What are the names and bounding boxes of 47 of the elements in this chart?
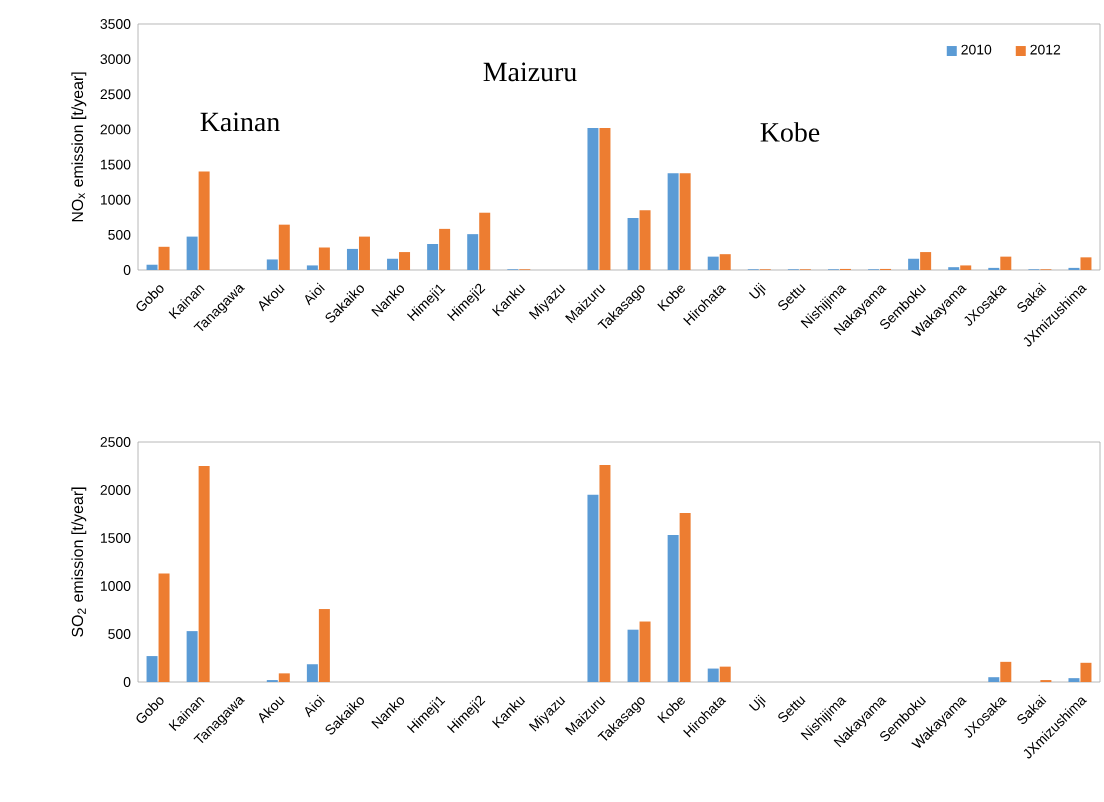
bar xyxy=(679,513,691,682)
bar xyxy=(627,217,639,270)
bar xyxy=(719,666,731,682)
bar xyxy=(318,609,330,682)
bar xyxy=(278,224,290,270)
bar xyxy=(707,256,719,270)
bar xyxy=(1080,257,1092,270)
bar xyxy=(479,212,491,270)
bar xyxy=(146,264,158,270)
bar xyxy=(639,621,651,682)
bar xyxy=(639,210,651,270)
bar xyxy=(719,254,731,270)
bar xyxy=(306,664,318,682)
bar xyxy=(1000,256,1012,270)
bar xyxy=(707,668,719,682)
bar xyxy=(679,173,691,270)
bar xyxy=(358,236,370,270)
bar xyxy=(667,535,679,682)
bar xyxy=(920,252,932,270)
bar xyxy=(587,128,599,270)
bar xyxy=(186,236,198,270)
bar xyxy=(158,573,170,682)
annotation: Maizuru xyxy=(483,62,577,82)
bar xyxy=(599,128,611,270)
bar xyxy=(198,466,210,682)
bar xyxy=(158,246,170,270)
bar xyxy=(346,248,358,270)
bar xyxy=(427,243,439,270)
bar xyxy=(1080,662,1092,682)
bar xyxy=(266,259,278,270)
bar xyxy=(278,673,290,682)
bar xyxy=(399,252,411,270)
bar xyxy=(439,228,451,270)
bar xyxy=(318,247,330,270)
bar xyxy=(198,171,210,270)
bar xyxy=(467,234,479,270)
bar xyxy=(587,494,599,682)
annotation: Kainan xyxy=(200,112,280,132)
bar xyxy=(627,629,639,682)
bar xyxy=(667,173,679,270)
bar xyxy=(186,631,198,682)
annotation: Kobe xyxy=(760,122,820,142)
bar xyxy=(1000,661,1012,682)
bar xyxy=(387,258,399,270)
bar xyxy=(146,656,158,682)
bar xyxy=(908,258,920,270)
bar xyxy=(599,465,611,682)
